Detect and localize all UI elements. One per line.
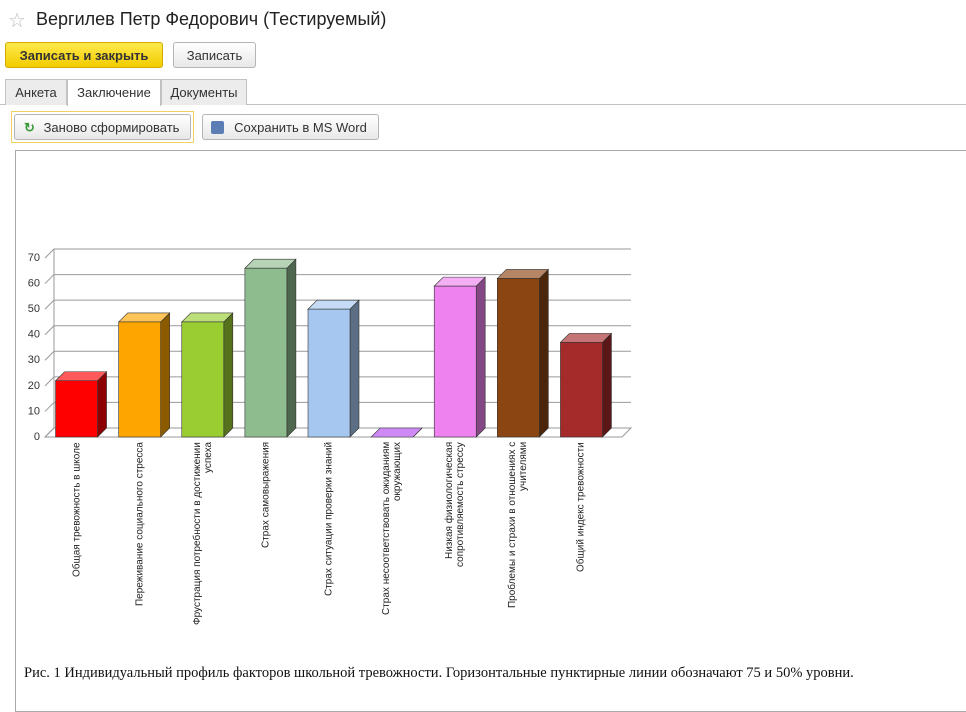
bar-side [475,276,486,438]
bar-top [244,258,297,269]
floor [43,427,633,438]
y-tick-label: 60 [28,277,40,289]
star-icon[interactable]: ☆ [8,10,26,32]
page: ☆ Вергилев Петр Федорович (Тестируемый) … [0,9,966,712]
bar-side [223,312,234,438]
bar [244,267,288,438]
disk-icon [211,121,224,134]
bar-top [559,333,613,343]
bar-side [349,299,360,438]
chart: 0 10 20 30 40 50 60 70 [28,248,633,443]
x-tick-label: Проблемы и страхи в отношениях с учителя… [507,442,530,609]
regenerate-button[interactable]: ↻ Заново сформировать [14,114,191,140]
bar-side [539,268,549,438]
window-title: Вергилев Петр Федорович (Тестируемый) [36,9,387,29]
x-tick-label: Общий индекс тревожности [575,442,587,572]
refresh-icon: ↻ [24,120,35,135]
button-label: Сохранить в MS Word [234,120,367,135]
tab-active[interactable]: Заключение [67,79,161,106]
grid-depth [44,274,55,284]
bar [307,308,351,438]
bar [433,285,477,438]
tab[interactable]: Анкета [5,79,67,105]
tab-line [0,104,966,105]
x-tick-label: Страх ситуации проверки знаний [323,442,335,597]
bar-side [160,312,170,438]
bar-top [181,312,234,323]
bar-side [602,332,612,438]
save-button[interactable]: Записать [173,42,256,68]
x-tick-label: Страх несоответствовать ожиданиям окружа… [381,442,404,616]
bar [118,321,161,438]
x-tick-label: Переживание социального стресса [134,442,146,606]
figure-caption: Рис. 1 Индивидуальный профиль факторов ш… [24,665,854,681]
bar [497,278,540,438]
y-tick-label: 30 [28,354,40,366]
y-tick-label: 40 [28,329,40,341]
bar [560,342,603,438]
button-label: Заново сформировать [43,120,180,135]
grid-depth [44,299,55,310]
grid-depth [44,350,55,361]
bar-top [496,269,550,279]
y-tick-label: 0 [34,431,40,443]
y-tick-label: 50 [28,303,40,315]
bar-top [307,299,360,310]
y-tick-label: 70 [28,252,40,264]
x-tick-label: Низкая физиологическая сопротивляемость … [444,442,467,567]
grid-depth [44,376,55,387]
grid-depth [44,402,55,412]
x-tick-label: Страх самовыражения [260,442,272,549]
bar [181,321,225,438]
bar-top [54,371,108,382]
x-tick-label: Фрустрация потребности в достижении успе… [191,442,214,625]
x-tick-label: Общая тревожность в школе [71,442,83,577]
grid-depth [44,248,55,259]
y-tick-label: 20 [28,380,40,392]
focus-frame [11,111,194,143]
save-word-button[interactable]: Сохранить в MS Word [202,114,379,140]
tab[interactable]: Документы [161,79,247,105]
save-close-button[interactable]: Записать и закрыть [5,42,163,68]
bar-side [97,371,107,438]
bar-top [433,276,486,287]
bar-top [370,427,423,438]
y-tick-label: 10 [28,405,40,417]
bar-side [286,258,297,438]
bar-top [117,312,171,323]
grid-depth [44,325,55,336]
bar [55,380,98,438]
